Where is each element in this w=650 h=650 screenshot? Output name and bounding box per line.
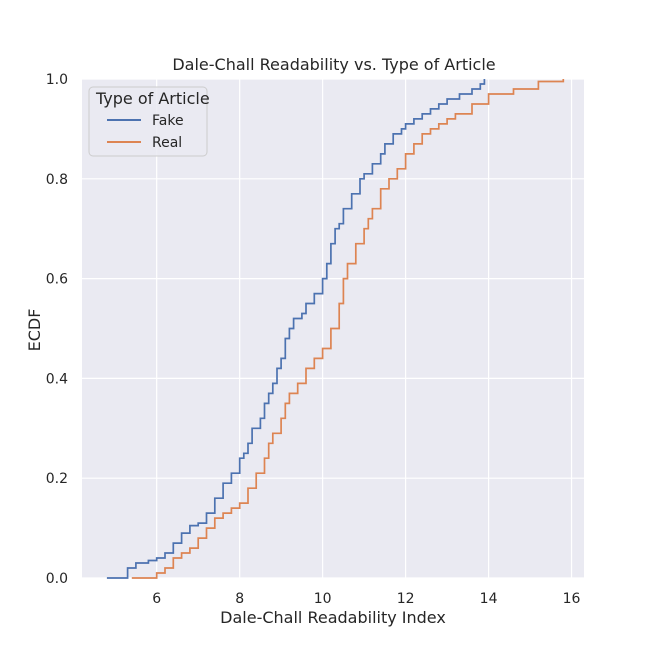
chart-title: Dale-Chall Readability vs. Type of Artic… (172, 55, 495, 74)
series-layer (106, 79, 565, 579)
x-tick-label: 10 (314, 591, 332, 607)
y-axis-label: ECDF (25, 309, 44, 352)
y-tick-label: 0.0 (46, 571, 68, 587)
x-tick-label: 6 (152, 591, 161, 607)
y-tick-label: 0.6 (46, 272, 68, 288)
x-tick-label: 14 (480, 591, 498, 607)
grid (82, 78, 584, 579)
legend-title: Type of Article (95, 89, 210, 108)
series-line-fake (106, 79, 486, 579)
series-line-real (131, 79, 565, 579)
y-tick-label: 0.4 (46, 371, 68, 387)
x-tick-label: 12 (397, 591, 415, 607)
x-tick-label: 8 (235, 591, 244, 607)
x-tick-label: 16 (563, 591, 581, 607)
x-tick-labels: 6 8 10 12 14 16 (152, 591, 580, 607)
legend-label-real: Real (152, 135, 182, 151)
y-tick-labels: 0.0 0.2 0.4 0.6 0.8 1.0 (46, 72, 68, 587)
y-tick-label: 0.2 (46, 471, 68, 487)
legend-label-fake: Fake (152, 113, 184, 129)
legend: Type of Article Fake Real (88, 86, 210, 157)
y-tick-label: 0.8 (46, 172, 68, 188)
x-axis-label: Dale-Chall Readability Index (220, 608, 446, 627)
y-tick-label: 1.0 (46, 72, 68, 88)
legend-box (88, 86, 208, 157)
